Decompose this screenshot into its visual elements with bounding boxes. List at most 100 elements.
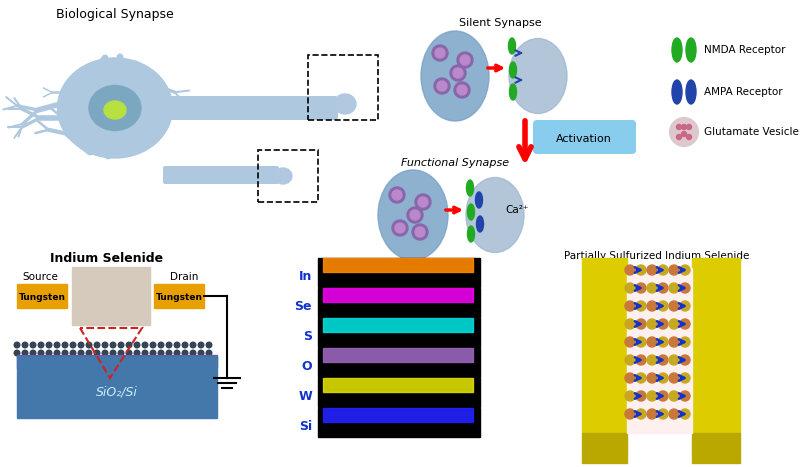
Circle shape [126, 350, 132, 356]
Circle shape [166, 342, 172, 348]
Circle shape [30, 350, 36, 356]
Text: Indium Selenide: Indium Selenide [50, 252, 163, 265]
Circle shape [647, 283, 657, 293]
Circle shape [94, 342, 100, 348]
Circle shape [453, 68, 463, 78]
Text: W: W [298, 390, 312, 403]
Text: Functional Synapse: Functional Synapse [401, 158, 509, 168]
Circle shape [669, 301, 679, 311]
Circle shape [415, 227, 425, 237]
Circle shape [38, 342, 44, 348]
Circle shape [158, 342, 164, 348]
Ellipse shape [509, 38, 567, 113]
Circle shape [669, 391, 679, 401]
Circle shape [670, 118, 698, 146]
Circle shape [669, 265, 679, 275]
Circle shape [190, 350, 196, 356]
FancyBboxPatch shape [162, 96, 338, 120]
Text: SiO₂/Si: SiO₂/Si [96, 385, 138, 398]
Circle shape [134, 350, 140, 356]
Circle shape [110, 350, 116, 356]
Ellipse shape [477, 216, 483, 232]
Circle shape [625, 265, 635, 275]
Circle shape [150, 350, 156, 356]
Ellipse shape [475, 192, 482, 208]
Text: Tungsten: Tungsten [18, 292, 66, 302]
Text: Se: Se [294, 300, 312, 313]
Circle shape [86, 350, 92, 356]
Circle shape [680, 355, 690, 365]
Text: S: S [303, 331, 312, 344]
Ellipse shape [274, 168, 292, 184]
Circle shape [62, 342, 68, 348]
Ellipse shape [509, 38, 515, 54]
Circle shape [110, 342, 116, 348]
Text: NMDA Receptor: NMDA Receptor [704, 45, 786, 55]
Circle shape [54, 350, 60, 356]
Circle shape [174, 342, 180, 348]
Circle shape [680, 283, 690, 293]
Circle shape [658, 355, 668, 365]
Circle shape [636, 337, 646, 347]
Circle shape [625, 337, 635, 347]
Ellipse shape [686, 80, 696, 104]
Bar [17, 355, 217, 368]
Circle shape [647, 355, 657, 365]
Circle shape [636, 373, 646, 383]
Circle shape [658, 373, 668, 383]
Text: O: O [302, 361, 312, 374]
Circle shape [198, 350, 204, 356]
Circle shape [636, 265, 646, 275]
Circle shape [680, 319, 690, 329]
Circle shape [190, 342, 196, 348]
Circle shape [647, 319, 657, 329]
Circle shape [669, 409, 679, 419]
Circle shape [434, 78, 450, 94]
Circle shape [206, 350, 212, 356]
Circle shape [625, 283, 635, 293]
Bar [72, 267, 150, 325]
Text: Drain: Drain [170, 272, 198, 282]
Circle shape [669, 355, 679, 365]
Ellipse shape [466, 180, 474, 196]
Ellipse shape [672, 38, 682, 62]
Circle shape [669, 373, 679, 383]
Bar [627, 268, 692, 433]
Circle shape [680, 301, 690, 311]
Text: Silent Synapse: Silent Synapse [458, 18, 542, 28]
Text: Source: Source [22, 272, 58, 282]
Circle shape [625, 391, 635, 401]
Bar [318, 288, 480, 317]
Circle shape [126, 342, 132, 348]
Bar [323, 318, 473, 332]
Circle shape [182, 350, 188, 356]
Circle shape [198, 342, 204, 348]
Circle shape [435, 48, 445, 58]
Circle shape [625, 355, 635, 365]
Circle shape [647, 337, 657, 347]
Ellipse shape [466, 177, 524, 253]
Circle shape [412, 224, 428, 240]
Circle shape [38, 350, 44, 356]
Circle shape [432, 45, 448, 61]
Circle shape [389, 187, 405, 203]
Circle shape [437, 81, 447, 91]
Circle shape [686, 134, 691, 140]
Circle shape [174, 350, 180, 356]
Circle shape [625, 301, 635, 311]
Circle shape [680, 373, 690, 383]
Circle shape [636, 355, 646, 365]
Bar [323, 378, 473, 392]
Circle shape [22, 342, 28, 348]
Circle shape [658, 301, 668, 311]
Circle shape [30, 342, 36, 348]
Circle shape [647, 409, 657, 419]
Circle shape [70, 350, 76, 356]
Circle shape [625, 409, 635, 419]
Ellipse shape [686, 38, 696, 62]
Circle shape [142, 342, 148, 348]
Ellipse shape [672, 80, 682, 104]
Circle shape [407, 207, 423, 223]
Circle shape [206, 342, 212, 348]
Circle shape [14, 350, 20, 356]
